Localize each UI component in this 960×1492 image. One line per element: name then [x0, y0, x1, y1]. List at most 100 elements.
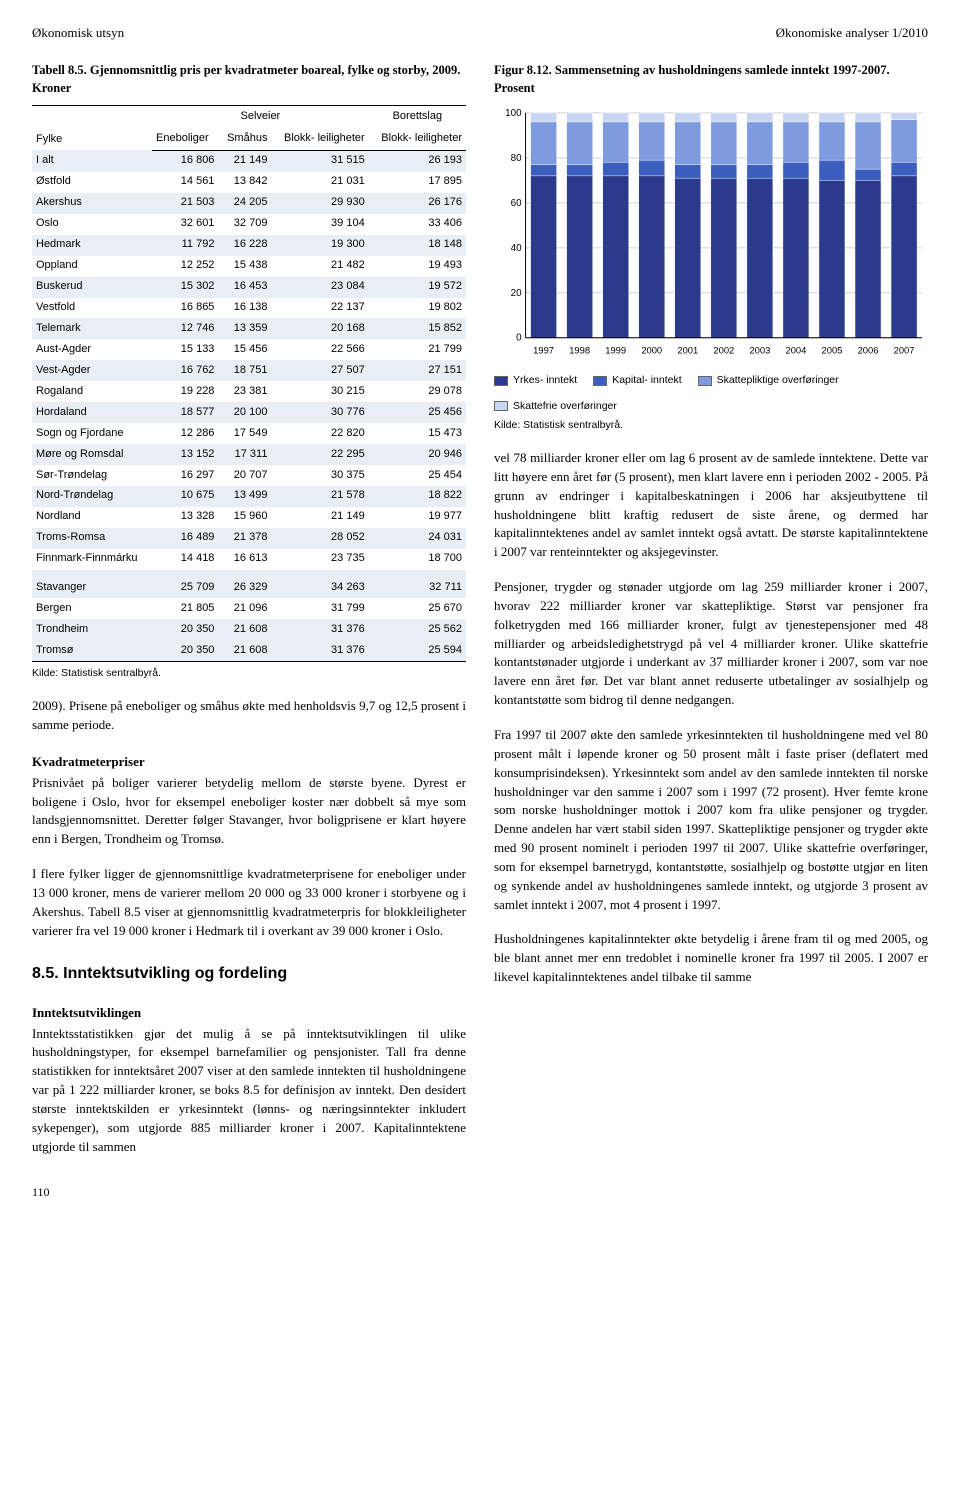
cell: 13 359: [218, 318, 271, 339]
cell: 21 149: [271, 507, 368, 528]
row-label: Møre og Romsdal: [32, 444, 152, 465]
table-row: Finnmark-Finnmárku14 41816 61323 73518 7…: [32, 549, 466, 570]
cell: 15 302: [152, 277, 218, 298]
row-label: Telemark: [32, 318, 152, 339]
cell: 15 456: [218, 339, 271, 360]
table-row: Bergen21 80521 09631 79925 670: [32, 598, 466, 619]
cell: 13 499: [218, 486, 271, 507]
right-p1: vel 78 milliarder kroner eller om lag 6 …: [494, 449, 928, 562]
figure-source: Kilde: Statistisk sentralbyrå.: [494, 418, 928, 433]
svg-text:60: 60: [511, 198, 522, 209]
table-row: I alt16 80621 14931 51526 193: [32, 150, 466, 171]
cell: 23 084: [271, 277, 368, 298]
cell: 24 031: [369, 528, 466, 549]
col-ene: Eneboliger: [152, 128, 218, 150]
cell: 21 805: [152, 598, 218, 619]
cell: 20 946: [369, 444, 466, 465]
col-group-borettslag: Borettslag: [369, 106, 466, 128]
table-row: Troms-Romsa16 48921 37828 05224 031: [32, 528, 466, 549]
cell: 21 608: [218, 640, 271, 661]
svg-text:0: 0: [516, 333, 522, 344]
table-row: Møre og Romsdal13 15217 31122 29520 946: [32, 444, 466, 465]
row-label: Finnmark-Finnmárku: [32, 549, 152, 570]
cell: 21 482: [271, 256, 368, 277]
table-row: Hedmark11 79216 22819 30018 148: [32, 235, 466, 256]
cell: 25 594: [369, 640, 466, 661]
left-p1: 2009). Prisene på eneboliger og småhus ø…: [32, 697, 466, 735]
svg-text:40: 40: [511, 243, 522, 254]
left-h1: Kvadratmeterpriser: [32, 753, 466, 772]
cell: 21 378: [218, 528, 271, 549]
cell: 16 138: [218, 298, 271, 319]
cell: 19 228: [152, 381, 218, 402]
svg-text:2000: 2000: [641, 346, 662, 356]
col-blk2: Blokk- leiligheter: [369, 128, 466, 150]
cell: 14 418: [152, 549, 218, 570]
svg-text:100: 100: [505, 108, 522, 119]
running-header: Økonomisk utsyn Økonomiske analyser 1/20…: [32, 24, 928, 43]
cell: 30 776: [271, 402, 368, 423]
cell: 26 176: [369, 193, 466, 214]
cell: 22 820: [271, 423, 368, 444]
col-fylke: Fylke: [32, 106, 152, 151]
table-row: Aust-Agder15 13315 45622 56621 799: [32, 339, 466, 360]
legend-swatch: [698, 376, 712, 386]
table-8-5: Fylke Selveier Borettslag Eneboliger Små…: [32, 105, 466, 662]
cell: 25 709: [152, 570, 218, 598]
row-label: Stavanger: [32, 570, 152, 598]
col-sma: Småhus: [218, 128, 271, 150]
legend-item: Skattefrie overføringer: [494, 399, 617, 414]
table-row: Nord-Trøndelag10 67513 49921 57818 822: [32, 486, 466, 507]
svg-text:1999: 1999: [605, 346, 626, 356]
row-label: Bergen: [32, 598, 152, 619]
cell: 15 473: [369, 423, 466, 444]
right-p2: Pensjoner, trygder og stønader utgjorde …: [494, 578, 928, 710]
cell: 21 149: [218, 150, 271, 171]
legend-item: Skattepliktige overføringer: [698, 373, 839, 388]
cell: 27 507: [271, 360, 368, 381]
row-label: Vest-Agder: [32, 360, 152, 381]
chart-legend: Yrkes- inntektKapital- inntektSkatteplik…: [494, 373, 928, 413]
table-row: Oslo32 60132 70939 10433 406: [32, 214, 466, 235]
legend-label: Skattefrie overføringer: [513, 399, 617, 414]
cell: 30 215: [271, 381, 368, 402]
cell: 23 381: [218, 381, 271, 402]
cell: 19 493: [369, 256, 466, 277]
cell: 13 328: [152, 507, 218, 528]
cell: 21 096: [218, 598, 271, 619]
cell: 13 842: [218, 172, 271, 193]
table-row: Tromsø20 35021 60831 37625 594: [32, 640, 466, 661]
cell: 18 700: [369, 549, 466, 570]
cell: 20 168: [271, 318, 368, 339]
left-p3: I flere fylker ligger de gjennomsnittlig…: [32, 865, 466, 940]
cell: 16 297: [152, 465, 218, 486]
row-label: Oppland: [32, 256, 152, 277]
right-p4: Husholdningenes kapitalinntekter økte be…: [494, 930, 928, 987]
table-row: Sogn og Fjordane12 28617 54922 82015 473: [32, 423, 466, 444]
legend-label: Kapital- inntekt: [612, 373, 681, 388]
table-row: Trondheim20 35021 60831 37625 562: [32, 619, 466, 640]
row-label: Hordaland: [32, 402, 152, 423]
cell: 27 151: [369, 360, 466, 381]
table-row: Østfold14 56113 84221 03117 895: [32, 172, 466, 193]
cell: 29 078: [369, 381, 466, 402]
cell: 20 100: [218, 402, 271, 423]
cell: 39 104: [271, 214, 368, 235]
svg-text:2002: 2002: [713, 346, 734, 356]
cell: 21 578: [271, 486, 368, 507]
cell: 16 806: [152, 150, 218, 171]
svg-text:1997: 1997: [533, 346, 554, 356]
cell: 32 601: [152, 214, 218, 235]
cell: 22 295: [271, 444, 368, 465]
table-row: Telemark12 74613 35920 16815 852: [32, 318, 466, 339]
cell: 20 350: [152, 619, 218, 640]
cell: 23 735: [271, 549, 368, 570]
cell: 31 376: [271, 619, 368, 640]
row-label: Nordland: [32, 507, 152, 528]
cell: 13 152: [152, 444, 218, 465]
cell: 19 977: [369, 507, 466, 528]
left-column: Tabell 8.5. Gjennomsnittlig pris per kva…: [32, 61, 466, 1202]
row-label: Sogn og Fjordane: [32, 423, 152, 444]
row-label: Oslo: [32, 214, 152, 235]
left-h2: Inntektsutviklingen: [32, 1004, 466, 1023]
